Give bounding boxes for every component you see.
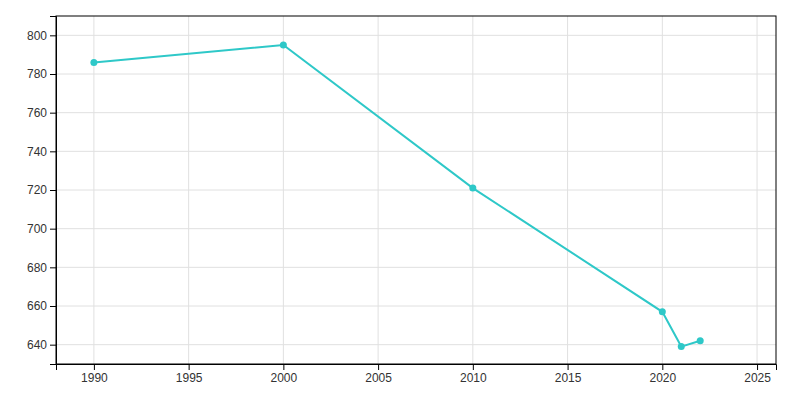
- grid-line: [56, 151, 776, 152]
- tick-label: 700: [27, 222, 47, 236]
- tick-mark: [94, 364, 95, 370]
- plot-frame: [56, 16, 776, 364]
- line: [94, 45, 700, 347]
- tick: 660: [27, 299, 56, 313]
- tick-label: 720: [27, 183, 47, 197]
- tick: 2000: [271, 364, 298, 385]
- plot: 1990 1995 2000 2005 2010 2015 2020 2025 640 660 68…: [27, 16, 777, 385]
- tick-label: 800: [27, 29, 47, 43]
- tick-label: 780: [27, 67, 47, 81]
- point: [469, 185, 476, 192]
- grid-line: [56, 228, 776, 229]
- tick: 2020: [649, 364, 676, 385]
- x-axis: 1990 1995 2000 2005 2010 2015 2020 2025: [57, 364, 777, 385]
- tick-label: 2020: [649, 371, 676, 385]
- tick-mark: [50, 35, 56, 36]
- tick-label: 1995: [176, 371, 203, 385]
- grid-line: [56, 306, 776, 307]
- tick: 2015: [555, 364, 582, 385]
- tick-mark: [50, 267, 56, 268]
- tick: 1990: [81, 364, 108, 385]
- tick: 800: [27, 29, 56, 43]
- point: [90, 59, 97, 66]
- tick-mark: [757, 364, 758, 370]
- tick-label: 660: [27, 299, 47, 313]
- tick-label: 1990: [81, 371, 108, 385]
- tick-mark: [50, 306, 56, 307]
- grid-line: [56, 344, 776, 345]
- grid-line: [56, 74, 776, 75]
- point: [678, 343, 685, 350]
- tick-label: 740: [27, 145, 47, 159]
- tick: 720: [27, 183, 56, 197]
- tick: 2025: [744, 364, 771, 385]
- tick: 1995: [176, 364, 203, 385]
- tick-mark: [568, 364, 569, 370]
- tick-label: 2015: [555, 371, 582, 385]
- tick-label: 2005: [365, 371, 392, 385]
- tick-mark: [473, 364, 474, 370]
- tick-mark: [50, 151, 56, 152]
- tick-mark: [662, 364, 663, 370]
- grid: [56, 16, 776, 364]
- tick-label: 640: [27, 338, 47, 352]
- point: [280, 42, 287, 49]
- series: [90, 42, 703, 351]
- tick-mark: [50, 113, 56, 114]
- tick-label: 760: [27, 106, 47, 120]
- point: [697, 337, 704, 344]
- tick-mark: [189, 364, 190, 370]
- tick: 760: [27, 106, 56, 120]
- tick-label: 2000: [271, 371, 298, 385]
- axis-domain: [57, 365, 777, 371]
- tick: 640: [27, 338, 56, 352]
- tick-label: 2025: [744, 371, 771, 385]
- tick: 2010: [460, 364, 487, 385]
- tick-label: 2010: [460, 371, 487, 385]
- tick: 680: [27, 261, 56, 275]
- tick: 780: [27, 67, 56, 81]
- tick: 2005: [365, 364, 392, 385]
- grid-line: [56, 112, 776, 113]
- grid-line: [56, 267, 776, 268]
- y-axis: 640 660 680 700 720 740 760 780 800: [27, 17, 57, 365]
- tick-mark: [378, 364, 379, 370]
- tick-label: 680: [27, 261, 47, 275]
- tick-mark: [50, 345, 56, 346]
- tick-mark: [283, 364, 284, 370]
- tick-mark: [50, 190, 56, 191]
- point: [659, 308, 666, 315]
- grid-line: [56, 35, 776, 36]
- tick: 740: [27, 145, 56, 159]
- tick-mark: [50, 74, 56, 75]
- tick-mark: [50, 229, 56, 230]
- chart: 1990 1995 2000 2005 2010 2015 2020 2025 640 660 68…: [0, 0, 800, 400]
- tick: 700: [27, 222, 56, 236]
- grid-line: [56, 190, 776, 191]
